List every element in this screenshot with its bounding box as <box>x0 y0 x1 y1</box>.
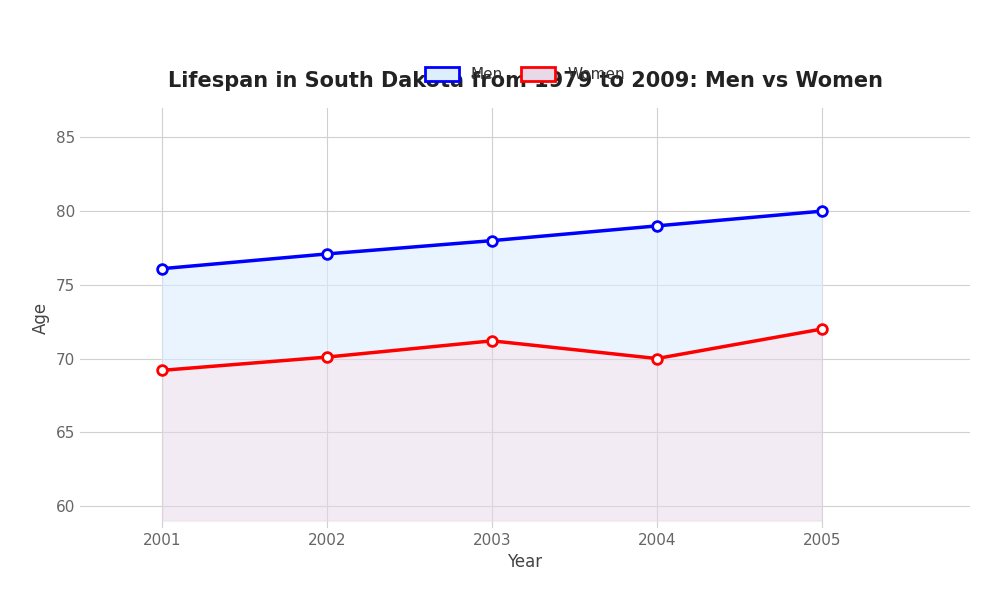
X-axis label: Year: Year <box>507 553 543 571</box>
Title: Lifespan in South Dakota from 1979 to 2009: Men vs Women: Lifespan in South Dakota from 1979 to 20… <box>168 71 883 91</box>
Y-axis label: Age: Age <box>32 302 50 334</box>
Legend: Men, Women: Men, Women <box>419 61 631 88</box>
